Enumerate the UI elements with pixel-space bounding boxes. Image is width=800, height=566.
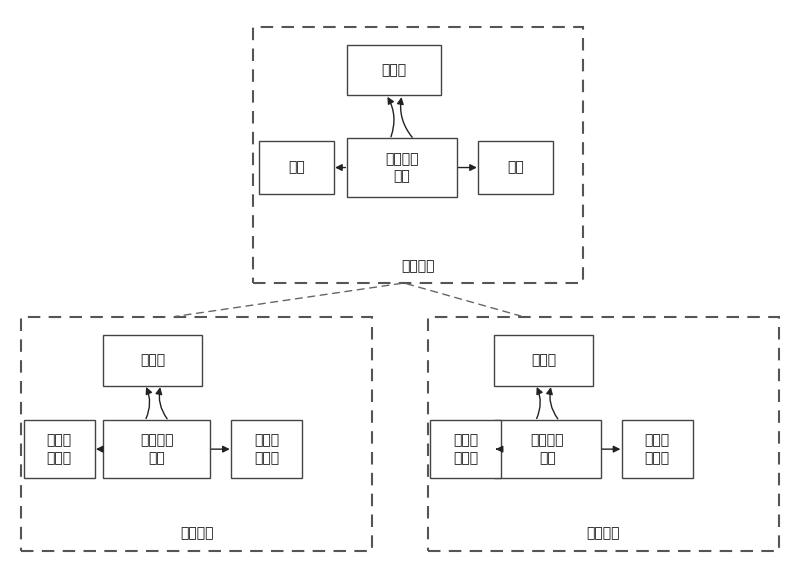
Text: 主控板卡: 主控板卡 [401,259,434,273]
FancyBboxPatch shape [103,336,202,385]
Text: 协议栈: 协议栈 [531,353,556,367]
FancyBboxPatch shape [478,141,553,194]
FancyBboxPatch shape [494,336,593,385]
Text: 驱动聚
合模块: 驱动聚 合模块 [645,434,670,465]
FancyBboxPatch shape [103,420,210,478]
FancyBboxPatch shape [622,420,693,478]
Text: 业务板卡: 业务板卡 [586,526,620,541]
Text: 驱动聚
合模块: 驱动聚 合模块 [46,434,72,465]
FancyBboxPatch shape [346,138,458,197]
Text: 驱动板
间通信: 驱动板 间通信 [254,434,279,465]
Text: 驱动: 驱动 [507,161,524,174]
Text: 消息处理
模块: 消息处理 模块 [530,434,564,465]
Bar [22,317,372,551]
FancyBboxPatch shape [430,420,502,478]
Text: 业务板卡: 业务板卡 [180,526,214,541]
Text: 驱动: 驱动 [288,161,305,174]
Text: 协议栈: 协议栈 [140,353,166,367]
FancyBboxPatch shape [24,420,94,478]
FancyBboxPatch shape [494,420,601,478]
Bar [428,317,778,551]
Bar [253,27,583,283]
Text: 协议栈: 协议栈 [382,63,406,78]
Text: 驱动板
间通信: 驱动板 间通信 [454,434,478,465]
FancyBboxPatch shape [259,141,334,194]
FancyBboxPatch shape [231,420,302,478]
Text: 消息处理
模块: 消息处理 模块 [140,434,174,465]
FancyBboxPatch shape [346,45,442,96]
Text: 消息处理
模块: 消息处理 模块 [386,152,418,183]
